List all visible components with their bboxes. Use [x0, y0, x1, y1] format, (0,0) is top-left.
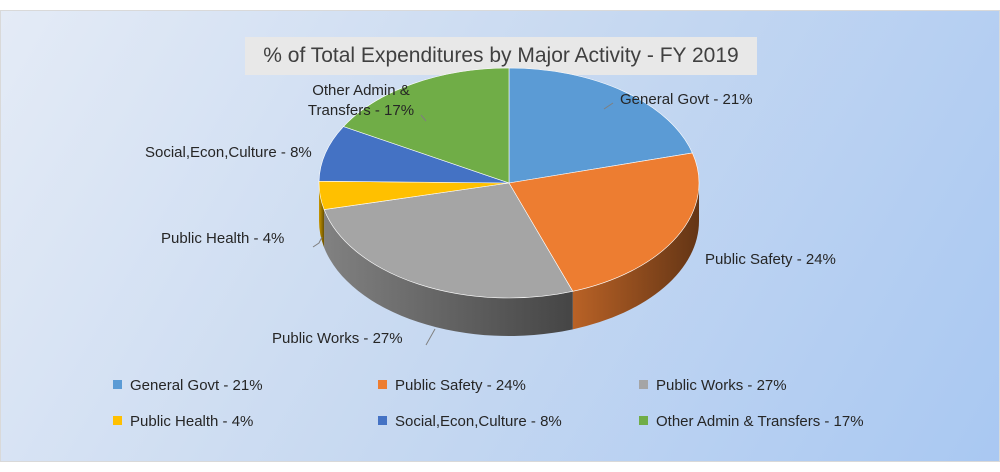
data-label-5-line-1: Transfers - 17% [308, 102, 414, 119]
data-label-4: Social,Econ,Culture - 8% [145, 144, 312, 161]
pie-slice-2 [323, 182, 574, 299]
legend-label-1: Public Safety - 24% [395, 377, 526, 394]
legend-item-0: General Govt - 21% [113, 377, 263, 397]
legend-swatch-4 [378, 416, 387, 425]
legend-label-4: Social,Econ,Culture - 8% [395, 413, 562, 430]
pie-side-walls [319, 183, 699, 336]
leader-line-3 [312, 236, 323, 248]
legend-swatch-0 [113, 380, 122, 389]
pie-side-2 [324, 209, 573, 336]
data-label-2: Public Works - 27% [272, 330, 403, 347]
leader-line-5 [420, 114, 427, 122]
data-label-5-line-0: Other Admin & [312, 82, 410, 99]
data-label-0: General Govt - 21% [620, 91, 753, 108]
legend-item-5: Other Admin & Transfers - 17% [639, 413, 864, 433]
pie-side-1 [572, 183, 699, 330]
legend-label-2: Public Works - 27% [656, 377, 787, 394]
pie-side-3 [319, 183, 325, 248]
legend-item-3: Public Health - 4% [113, 413, 253, 433]
data-label-3: Public Health - 4% [161, 230, 284, 247]
legend-item-1: Public Safety - 24% [378, 377, 526, 397]
legend-swatch-3 [113, 416, 122, 425]
legend-swatch-5 [639, 416, 648, 425]
legend-label-0: General Govt - 21% [130, 377, 263, 394]
legend-swatch-1 [378, 380, 387, 389]
chart-frame: % of Total Expenditures by Major Activit… [0, 10, 1000, 462]
pie-slice-1 [508, 152, 700, 292]
legend-item-4: Social,Econ,Culture - 8% [378, 413, 562, 433]
pie-slices [318, 67, 700, 299]
legend-item-2: Public Works - 27% [639, 377, 787, 397]
pie-slice-5 [342, 67, 510, 184]
leader-line-2 [425, 328, 436, 346]
legend-swatch-2 [639, 380, 648, 389]
legend-label-3: Public Health - 4% [130, 413, 254, 430]
pie-slice-0 [508, 67, 693, 184]
legend-label-5: Other Admin & Transfers - 17% [656, 413, 864, 430]
pie-slice-4 [318, 126, 510, 184]
pie-chart: General Govt - 21% Public Safety - 24% Pub… [145, 67, 836, 347]
leader-line-0 [603, 102, 614, 110]
data-label-1: Public Safety - 24% [705, 251, 836, 268]
